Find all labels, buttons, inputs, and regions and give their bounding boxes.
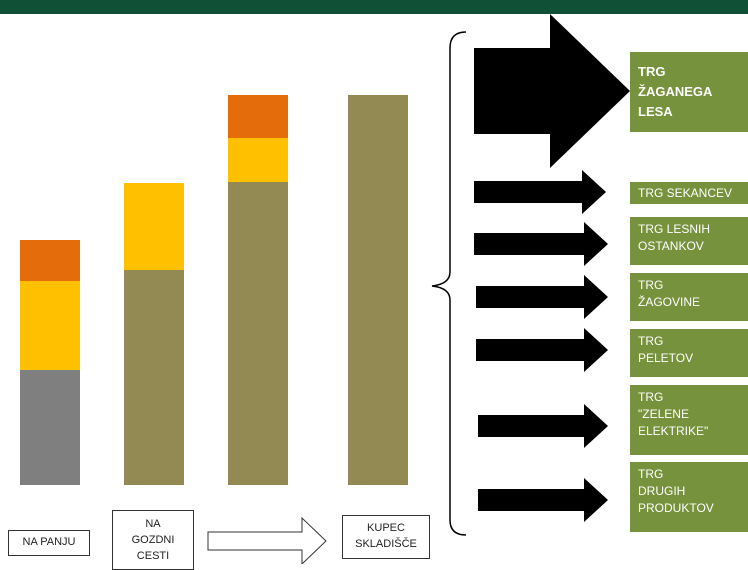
market-box-3: TRG LESNIH OSTANKOV <box>630 217 748 265</box>
stage-kupec-skladisce: KUPEC SKLADIŠČE <box>342 515 430 559</box>
market-brace <box>431 31 467 536</box>
stage-label: NA PANJU <box>22 536 76 549</box>
market-box-2: TRG SEKANCEV <box>630 182 748 204</box>
arrow-main-market <box>474 14 630 168</box>
market-box-6: TRG "ZELENE ELEKTRIKE" <box>630 385 748 455</box>
arrow-market-6 <box>478 404 608 448</box>
arrow-market-7 <box>478 478 608 522</box>
bar-2-segment-1 <box>124 270 184 485</box>
market-box-5: TRG PELETOV <box>630 329 748 377</box>
stage-label: KUPEC SKLADIŠČE <box>355 522 417 550</box>
bar-3-segment-3 <box>228 95 288 138</box>
bar-1-segment-2 <box>20 281 80 370</box>
bar-4-segment-1 <box>348 95 408 485</box>
stage-na-panju: NA PANJU <box>8 530 90 556</box>
arrow-market-5 <box>476 328 608 372</box>
arrow-market-2 <box>474 170 606 214</box>
stage-na-gozdni-cesti: NA GOZDNI CESTI <box>112 510 194 570</box>
bar-1-segment-3 <box>20 240 80 281</box>
market-box-1: TRG ŽAGANEGA LESA <box>630 52 748 132</box>
bar-3-segment-1 <box>228 182 288 485</box>
top-banner <box>0 0 748 14</box>
bar-2-segment-2 <box>124 183 184 270</box>
bar-3-segment-2 <box>228 138 288 182</box>
stage-progress-arrow <box>207 516 327 564</box>
stage-label: NA GOZDNI CESTI <box>131 518 175 562</box>
value-bars <box>20 95 408 485</box>
arrow-market-3 <box>474 222 608 266</box>
bar-1-segment-1 <box>20 370 80 485</box>
market-box-4: TRG ŽAGOVINE <box>630 273 748 321</box>
arrow-market-4 <box>476 275 608 319</box>
market-box-7: TRG DRUGIH PRODUKTOV <box>630 462 748 532</box>
